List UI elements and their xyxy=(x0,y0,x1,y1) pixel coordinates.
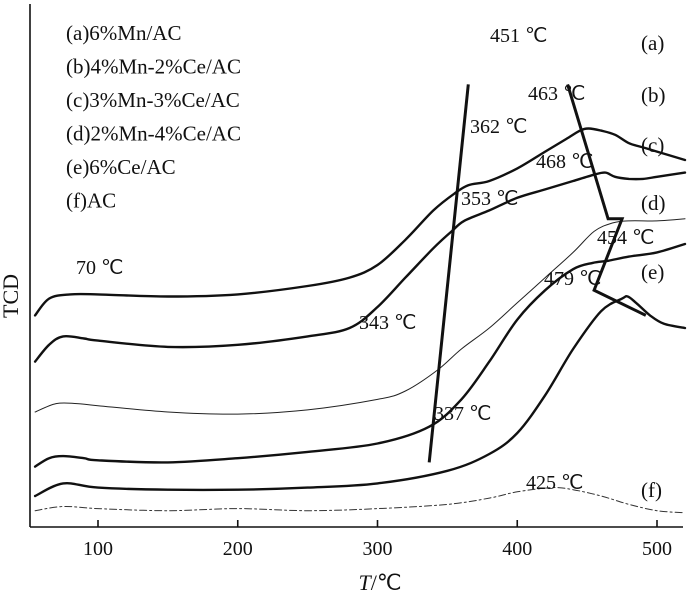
peak-annotation: 362 ℃ xyxy=(470,116,527,138)
legend-entry: (b)4%Mn-2%Ce/AC xyxy=(66,55,241,79)
y-axis-title: TCD xyxy=(0,274,23,318)
legend: (a)6%Mn/AC (b)4%Mn-2%Ce/AC (c)3%Mn-3%Ce/AC… xyxy=(66,21,241,213)
legend-entry: (a)6%Mn/AC xyxy=(66,21,181,45)
x-axis-symbol: T xyxy=(358,570,372,595)
legend-entry: (f)AC xyxy=(66,189,116,213)
peak-annotations: 451 ℃ 463 ℃ 468 ℃ 454 ℃ 479 ℃ 70 ℃ 362 ℃ 353 ℃ 3… xyxy=(76,25,654,494)
peak-annotation: 463 ℃ xyxy=(528,83,585,105)
series-e-line xyxy=(33,294,687,498)
curve-tag: (e) xyxy=(641,260,664,284)
x-tick-label: 300 xyxy=(363,538,393,560)
peak-annotation: 343 ℃ xyxy=(359,312,416,334)
low-temp-guide xyxy=(427,84,470,463)
x-tick-label: 400 xyxy=(502,538,532,560)
peak-annotation: 353 ℃ xyxy=(461,188,518,210)
x-ticks: 100 200 300 400 500 xyxy=(83,520,672,560)
peak-annotation: 337 ℃ xyxy=(434,403,491,425)
curve-tag: (f) xyxy=(641,478,662,502)
curve-tag: (b) xyxy=(641,83,666,107)
series-group xyxy=(33,127,687,514)
x-tick-label: 200 xyxy=(223,538,253,560)
x-tick-label: 500 xyxy=(642,538,672,560)
peak-annotation: 425 ℃ xyxy=(526,472,583,494)
peak-annotation: 451 ℃ xyxy=(490,25,547,47)
legend-entry: (c)3%Mn-3%Ce/AC xyxy=(66,88,240,112)
series-c-line xyxy=(34,218,686,415)
peak-annotation: 479 ℃ xyxy=(544,268,601,290)
x-axis-unit: /℃ xyxy=(371,570,402,595)
peak-annotation: 70 ℃ xyxy=(76,257,123,279)
curve-tag: (d) xyxy=(641,191,666,215)
axes xyxy=(29,4,683,528)
curve-tag: (a) xyxy=(641,31,664,55)
x-axis-title: T/℃ xyxy=(358,570,401,595)
series-f-line xyxy=(34,487,686,514)
curve-tag: (c) xyxy=(641,133,664,157)
guide-lines xyxy=(427,83,647,463)
curve-tags: (a) (b) (c) (d) (e) (f) xyxy=(641,31,666,502)
x-tick-label: 100 xyxy=(83,538,113,560)
high-temp-guide xyxy=(566,83,647,317)
legend-entry: (d)2%Mn-4%Ce/AC xyxy=(66,122,241,146)
peak-annotation: 468 ℃ xyxy=(536,151,593,173)
legend-entry: (e)6%Ce/AC xyxy=(66,155,176,179)
peak-annotation: 454 ℃ xyxy=(597,227,654,249)
series-b-line xyxy=(33,171,687,363)
series-a-line xyxy=(33,127,687,317)
